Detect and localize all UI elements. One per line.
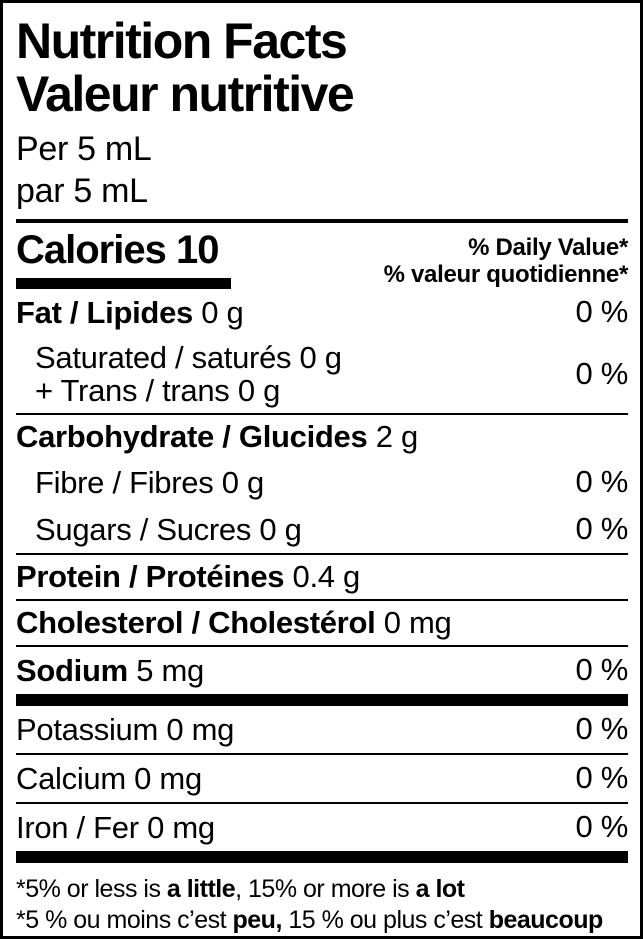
nutrient-row-fibre: Fibre / Fibres 0 g 0 % [16, 459, 628, 506]
nutrient-name: Protein / Protéines 0.4 g [16, 560, 360, 593]
daily-value-percent: 0 % [575, 760, 628, 795]
nutrient-line: Fat / Lipides 0 g [16, 294, 244, 330]
nutrient-name: Sugars / Sucres 0 g [16, 513, 302, 546]
nutrient-name: Iron / Fer 0 mg [16, 811, 215, 844]
nutrient-line: + Trans / trans 0 g [16, 374, 342, 407]
nutrient-row-protein: Protein / Protéines 0.4 g [16, 555, 628, 601]
text-bold: a lot [415, 875, 465, 903]
nutrient-line: Fibre / Fibres 0 g [16, 466, 264, 499]
nutrient-name: Saturated / saturés 0 g + Trans / trans 0… [16, 341, 342, 407]
nutrient-line: Sodium 5 mg [16, 654, 204, 687]
nutrient-name: Fibre / Fibres 0 g [16, 466, 264, 499]
text-regular: Potassium 0 mg [16, 711, 235, 747]
nutrient-line: Saturated / saturés 0 g [16, 341, 342, 374]
daily-value-percent: 0 % [575, 356, 628, 391]
text-regular: + Trans / trans 0 g [35, 373, 281, 408]
calories-block: Calories 10 [16, 228, 231, 289]
text-bold: peu, [232, 906, 283, 934]
daily-value-header-fr: % valeur quotidienne* [383, 261, 629, 288]
label-header: Nutrition Facts Valeur nutritive Per 5 m… [16, 3, 628, 212]
text-bold: a little [166, 875, 236, 903]
nutrient-line: Potassium 0 mg [16, 713, 234, 746]
nutrient-name: Carbohydrate / Glucides 2 g [16, 420, 418, 453]
daily-value-percent: 0 % [575, 809, 628, 844]
text-regular: 0 mg [375, 605, 452, 640]
text-regular: Saturated / saturés 0 g [35, 340, 342, 375]
daily-value-percent: 0 % [575, 464, 628, 499]
nutrient-name: Fat / Lipides 0 g [16, 294, 244, 330]
text-bold: Cholesterol / Cholestérol [16, 605, 376, 640]
nutrient-line: Protein / Protéines 0.4 g [16, 560, 360, 593]
text-bold: Sodium [16, 652, 128, 688]
nutrient-name: Sodium 5 mg [16, 654, 204, 687]
nutrient-row-sugars: Sugars / Sucres 0 g 0 % [16, 506, 628, 555]
nutrient-row-sodium: Sodium 5 mg 0 % [16, 647, 628, 706]
calories-section: Calories 10 % Daily Value* % valeur quot… [16, 223, 628, 289]
daily-value-header-en: % Daily Value* [468, 234, 628, 261]
nutrient-row-fat: Fat / Lipides 0 g 0 % [16, 289, 628, 336]
nutrient-line: Calcium 0 mg [16, 762, 202, 795]
text-regular: 0.4 g [284, 559, 361, 594]
text-regular: *5 % ou moins c’est [16, 906, 233, 934]
nutrient-row-cholesterol: Cholesterol / Cholestérol 0 mg [16, 601, 628, 647]
text-regular: 2 g [367, 419, 419, 454]
nutrient-row-saturated-trans: Saturated / saturés 0 g + Trans / trans 0… [16, 336, 628, 415]
nutrient-row-calcium: Calcium 0 mg 0 % [16, 755, 628, 804]
nutrient-line: Iron / Fer 0 mg [16, 811, 215, 844]
text-regular: Iron / Fer 0 mg [16, 809, 215, 845]
nutrient-name: Cholesterol / Cholestérol 0 mg [16, 605, 452, 640]
text-regular: Sugars / Sucres 0 g [35, 511, 302, 547]
text-regular: , 15% or more is [235, 875, 416, 903]
nutrient-line: Cholesterol / Cholestérol 0 mg [16, 605, 452, 640]
nutrient-row-iron: Iron / Fer 0 mg 0 % [16, 804, 628, 863]
text-bold: Protein / Protéines [16, 559, 285, 594]
daily-value-percent: 0 % [575, 711, 628, 746]
daily-value-percent: 0 % [575, 294, 628, 329]
text-regular: 5 mg [127, 652, 204, 688]
daily-value-percent: 0 % [575, 652, 628, 687]
title-fr: Valeur nutritive [16, 66, 355, 122]
calories-underline-bar [16, 278, 231, 289]
nutrient-row-carbohydrate: Carbohydrate / Glucides 2 g [16, 415, 628, 459]
text-regular: Calcium 0 mg [16, 760, 202, 796]
text-regular: *5% or less is [16, 875, 167, 903]
text-regular: Fibre / Fibres 0 g [35, 464, 264, 500]
footnote-en: *5% or less is a little, 15% or more is … [16, 874, 628, 905]
header-divider-rule [16, 219, 628, 223]
text-bold: beaucoup [488, 906, 604, 934]
nutrient-rows: Fat / Lipides 0 g 0 % Saturated / saturé… [16, 289, 628, 863]
footnote-fr: *5 % ou moins c’est peu, 15 % ou plus c’… [16, 905, 628, 936]
serving-size-fr: par 5 mL [16, 172, 148, 210]
calories-value: Calories 10 [16, 228, 219, 272]
text-regular: 15 % ou plus c’est [281, 906, 489, 934]
title-en: Nutrition Facts [16, 13, 348, 69]
daily-value-header: % Daily Value* % valeur quotidienne* [383, 228, 629, 289]
nutrient-name: Potassium 0 mg [16, 713, 234, 746]
daily-value-percent: 0 % [575, 511, 628, 546]
text-regular: 0 g [192, 294, 244, 330]
nutrient-line: Sugars / Sucres 0 g [16, 513, 302, 546]
nutrient-line: Carbohydrate / Glucides 2 g [16, 420, 418, 453]
nutrient-name: Calcium 0 mg [16, 762, 202, 795]
serving-size-en: Per 5 mL [16, 130, 152, 168]
text-bold: Carbohydrate / Glucides [16, 419, 368, 454]
text-bold: Fat / Lipides [16, 294, 193, 330]
footnotes: *5% or less is a little, 15% or more is … [16, 863, 628, 936]
nutrient-row-potassium: Potassium 0 mg 0 % [16, 706, 628, 755]
